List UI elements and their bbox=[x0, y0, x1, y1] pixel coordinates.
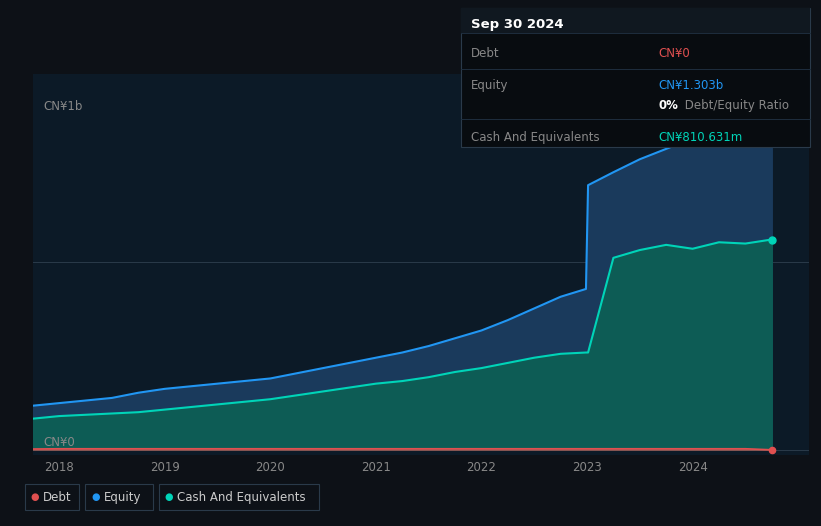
Text: CN¥0: CN¥0 bbox=[658, 47, 690, 59]
Text: Cash And Equivalents: Cash And Equivalents bbox=[177, 491, 306, 503]
Text: Sep 30 2024: Sep 30 2024 bbox=[471, 18, 564, 31]
Text: Debt: Debt bbox=[471, 47, 500, 59]
Text: Debt/Equity Ratio: Debt/Equity Ratio bbox=[681, 99, 790, 112]
Text: 0%: 0% bbox=[658, 99, 678, 112]
Text: Debt: Debt bbox=[43, 491, 71, 503]
Text: Equity: Equity bbox=[103, 491, 141, 503]
Point bbox=[765, 107, 778, 116]
Text: CN¥0: CN¥0 bbox=[44, 436, 76, 449]
Text: ●: ● bbox=[30, 492, 39, 502]
Text: ●: ● bbox=[91, 492, 99, 502]
Point bbox=[765, 235, 778, 244]
Text: Equity: Equity bbox=[471, 79, 509, 92]
Point bbox=[765, 446, 778, 454]
Text: CN¥1.303b: CN¥1.303b bbox=[658, 79, 723, 92]
Text: CN¥810.631m: CN¥810.631m bbox=[658, 131, 743, 144]
Text: ●: ● bbox=[165, 492, 173, 502]
Text: CN¥1b: CN¥1b bbox=[44, 99, 83, 113]
Text: Cash And Equivalents: Cash And Equivalents bbox=[471, 131, 600, 144]
